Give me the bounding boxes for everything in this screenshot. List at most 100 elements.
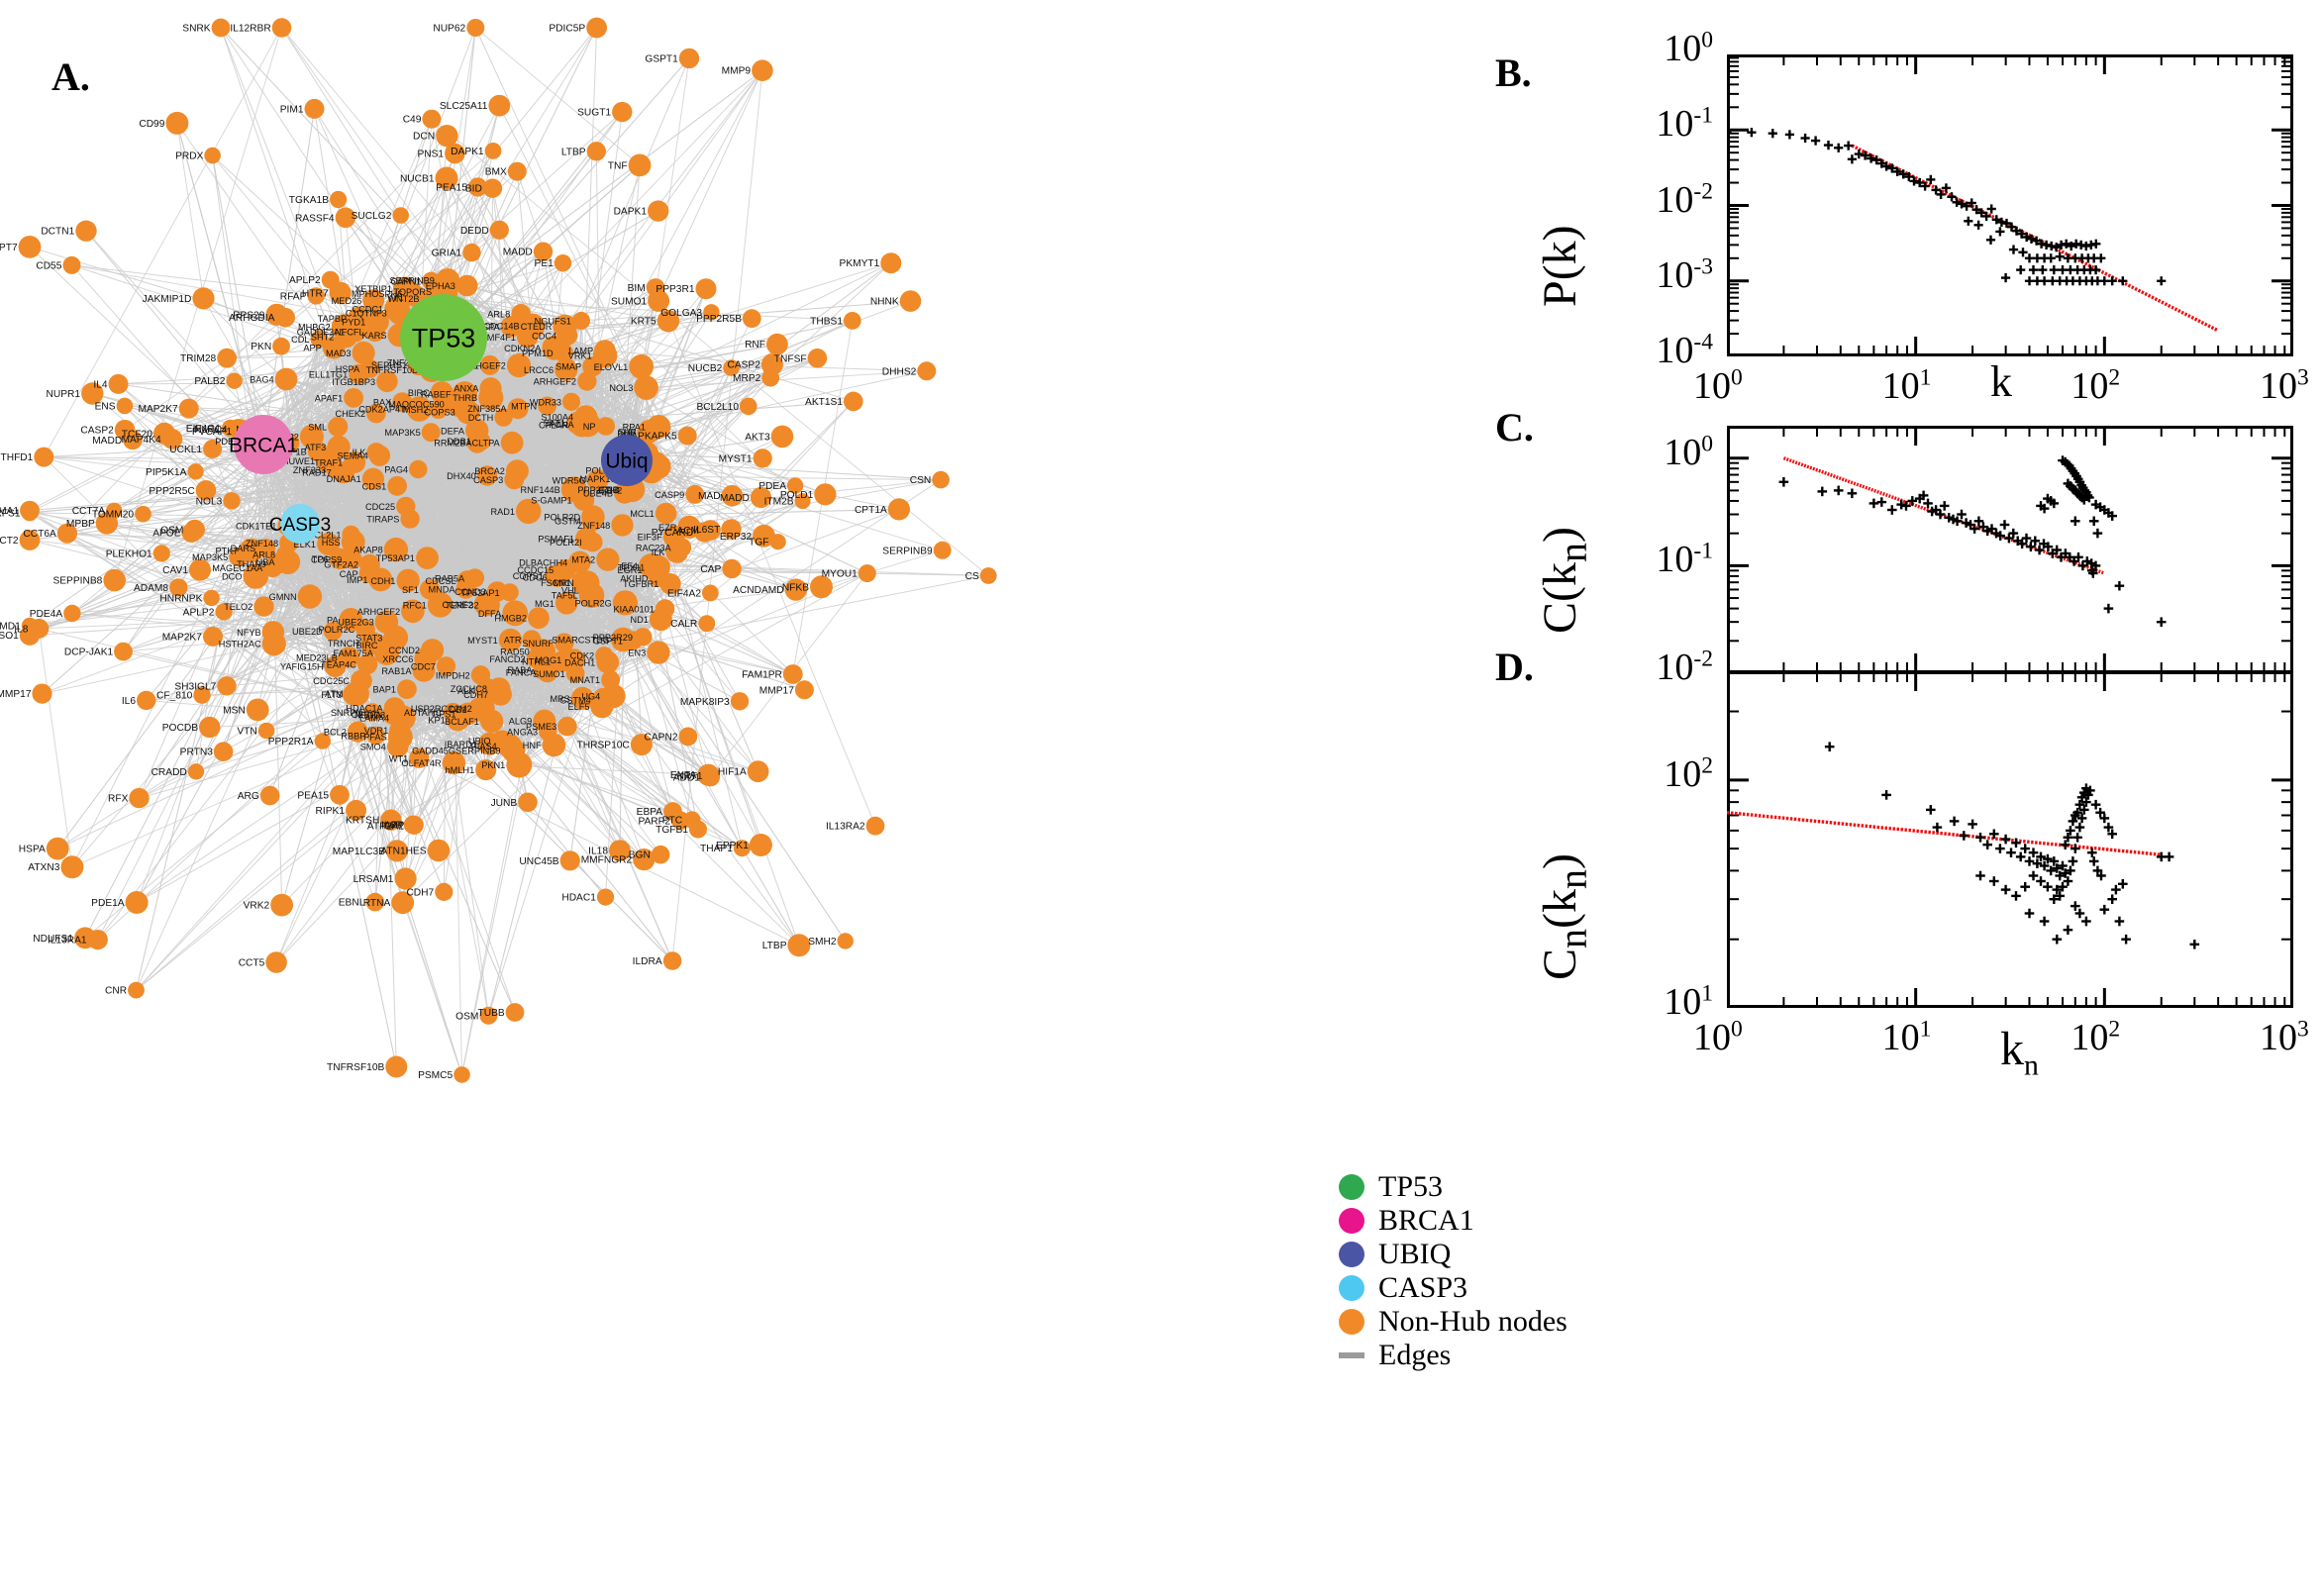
- network-node[interactable]: [396, 496, 416, 517]
- network-node[interactable]: [651, 845, 670, 864]
- network-node[interactable]: [611, 514, 634, 537]
- network-node[interactable]: [662, 951, 682, 970]
- network-node[interactable]: [32, 683, 52, 704]
- network-node[interactable]: [18, 236, 42, 258]
- network-node[interactable]: [482, 178, 503, 198]
- network-node[interactable]: [435, 166, 458, 190]
- network-node[interactable]: [786, 477, 804, 494]
- network-node[interactable]: [229, 548, 249, 567]
- network-node[interactable]: [362, 289, 385, 312]
- network-node[interactable]: [500, 316, 523, 338]
- network-node[interactable]: [409, 748, 430, 768]
- network-node[interactable]: [376, 370, 398, 393]
- network-node[interactable]: [537, 661, 558, 683]
- network-node[interactable]: [366, 403, 386, 424]
- network-node[interactable]: [422, 271, 441, 291]
- network-node[interactable]: [596, 548, 620, 571]
- network-node[interactable]: [74, 927, 96, 949]
- network-node[interactable]: [403, 815, 423, 835]
- network-node[interactable]: [733, 840, 751, 857]
- network-node[interactable]: [677, 426, 697, 446]
- network-node[interactable]: [648, 200, 669, 222]
- hub-node-casp3[interactable]: [280, 504, 320, 544]
- network-node[interactable]: [152, 545, 170, 562]
- network-node[interactable]: [477, 732, 502, 755]
- network-node[interactable]: [392, 392, 413, 413]
- network-node[interactable]: [261, 621, 284, 644]
- network-node[interactable]: [344, 388, 363, 408]
- network-node[interactable]: [222, 419, 240, 438]
- network-node[interactable]: [430, 381, 454, 404]
- network-node[interactable]: [571, 570, 595, 595]
- network-node[interactable]: [489, 682, 512, 706]
- network-node[interactable]: [383, 537, 409, 562]
- network-node[interactable]: [114, 642, 133, 661]
- network-node[interactable]: [747, 760, 769, 783]
- network-node[interactable]: [761, 368, 780, 387]
- network-node[interactable]: [327, 435, 351, 459]
- network-node[interactable]: [246, 698, 269, 722]
- network-node[interactable]: [106, 502, 123, 519]
- network-node[interactable]: [19, 530, 41, 550]
- network-node[interactable]: [554, 343, 573, 362]
- network-node[interactable]: [307, 287, 325, 305]
- network-node[interactable]: [506, 353, 532, 378]
- network-node[interactable]: [553, 314, 577, 339]
- network-node[interactable]: [153, 422, 175, 445]
- network-node[interactable]: [422, 109, 442, 129]
- network-node[interactable]: [203, 626, 223, 647]
- network-node[interactable]: [192, 287, 215, 310]
- network-node[interactable]: [475, 759, 497, 781]
- network-node[interactable]: [314, 733, 331, 749]
- network-node[interactable]: [385, 840, 409, 862]
- hub-node-tp53[interactable]: [400, 294, 487, 381]
- network-node[interactable]: [20, 500, 40, 521]
- network-node[interactable]: [189, 558, 211, 581]
- network-node[interactable]: [559, 850, 580, 871]
- network-node[interactable]: [60, 855, 84, 879]
- network-node[interactable]: [648, 289, 670, 312]
- network-node[interactable]: [887, 498, 911, 521]
- network-node[interactable]: [409, 459, 428, 479]
- network-node[interactable]: [703, 304, 720, 321]
- network-node[interactable]: [787, 934, 811, 957]
- network-node[interactable]: [203, 589, 220, 607]
- network-node[interactable]: [479, 354, 500, 375]
- network-node[interactable]: [385, 1055, 408, 1078]
- network-node[interactable]: [368, 445, 391, 466]
- network-node[interactable]: [442, 750, 466, 775]
- network-node[interactable]: [215, 603, 233, 621]
- network-node[interactable]: [356, 653, 378, 675]
- network-node[interactable]: [844, 391, 863, 412]
- network-node[interactable]: [880, 252, 902, 274]
- network-node[interactable]: [297, 584, 323, 609]
- network-node[interactable]: [335, 325, 358, 349]
- network-node[interactable]: [223, 492, 241, 510]
- network-node[interactable]: [465, 568, 485, 588]
- network-node[interactable]: [555, 592, 578, 615]
- network-node[interactable]: [62, 255, 81, 274]
- network-node[interactable]: [596, 888, 615, 906]
- network-node[interactable]: [454, 1066, 470, 1083]
- network-node[interactable]: [389, 720, 410, 741]
- network-node[interactable]: [572, 311, 590, 330]
- network-node[interactable]: [467, 177, 488, 197]
- network-node[interactable]: [612, 590, 639, 616]
- network-node[interactable]: [21, 617, 39, 635]
- network-node[interactable]: [436, 656, 456, 676]
- network-node[interactable]: [979, 567, 997, 584]
- network-node[interactable]: [557, 716, 577, 737]
- network-node[interactable]: [782, 664, 803, 684]
- network-node[interactable]: [569, 412, 595, 438]
- network-node[interactable]: [753, 449, 772, 468]
- network-node[interactable]: [321, 270, 340, 289]
- network-node[interactable]: [575, 527, 598, 550]
- network-node[interactable]: [721, 484, 744, 507]
- network-node[interactable]: [384, 296, 410, 322]
- network-node[interactable]: [633, 848, 656, 871]
- network-node[interactable]: [137, 690, 156, 711]
- network-node[interactable]: [624, 631, 644, 650]
- network-node[interactable]: [629, 353, 655, 379]
- network-node[interactable]: [213, 742, 234, 761]
- network-node[interactable]: [656, 310, 680, 333]
